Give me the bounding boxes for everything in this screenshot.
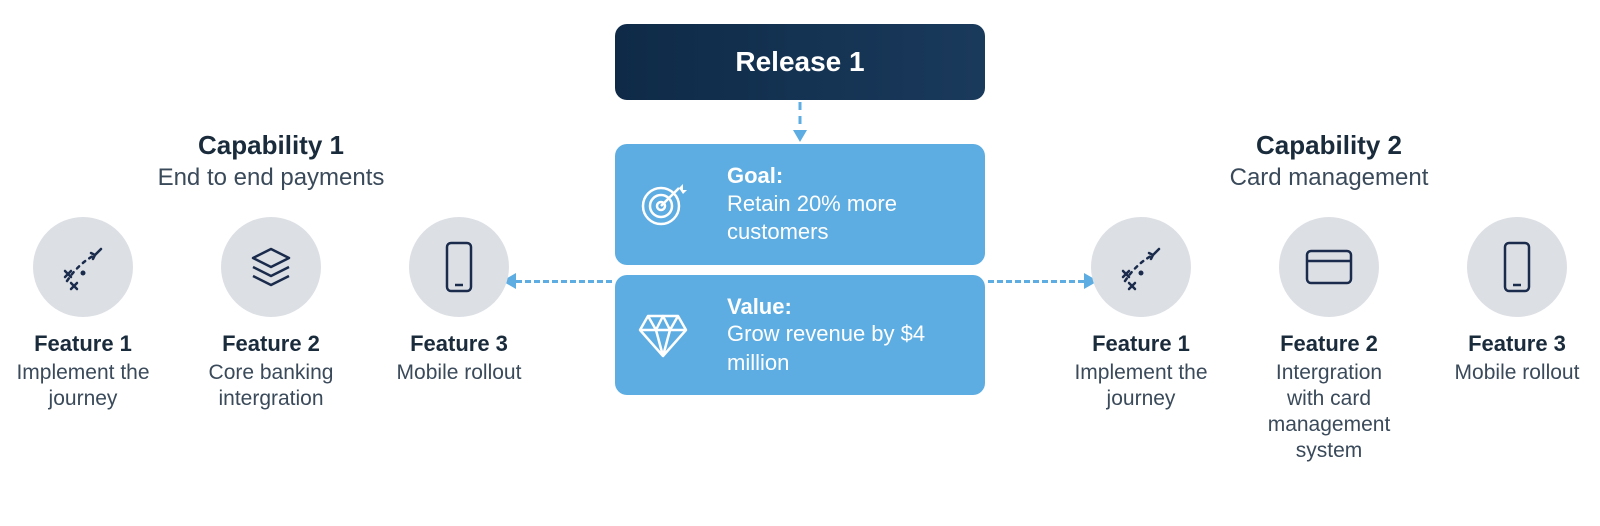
cap2-feature-2: Feature 2 Intergration with card managem…: [1259, 217, 1399, 464]
strategy-icon: [33, 217, 133, 317]
cap1-feature-1-title: Feature 1: [34, 331, 132, 357]
cap2-feature-1-desc: Implement the journey: [1071, 360, 1211, 413]
mobile-icon: [1467, 217, 1567, 317]
strategy-icon: [1091, 217, 1191, 317]
cap1-feature-3-title: Feature 3: [410, 331, 508, 357]
cap1-feature-3-desc: Mobile rollout: [397, 360, 522, 386]
release-box: Release 1: [615, 24, 985, 100]
center-column: Release 1 Goa: [615, 24, 985, 395]
cap2-feature-1: Feature 1 Implement the journey: [1071, 217, 1211, 464]
capability-2-features: Feature 1 Implement the journey Feature …: [1064, 217, 1594, 464]
cap2-feature-3-desc: Mobile rollout: [1455, 360, 1580, 386]
cap1-feature-2-title: Feature 2: [222, 331, 320, 357]
goal-card: Goal: Retain 20% more customers: [615, 144, 985, 265]
capability-1-features: Feature 1 Implement the journey Feature …: [6, 217, 536, 412]
capability-2-heading: Capability 2: [1064, 130, 1594, 161]
cap2-feature-2-desc: Intergration with card management system: [1259, 360, 1399, 465]
layers-icon: [221, 217, 321, 317]
cap2-feature-3-title: Feature 3: [1468, 331, 1566, 357]
capability-1-subtitle: End to end payments: [6, 163, 536, 193]
value-card: Value: Grow revenue by $4 million: [615, 275, 985, 396]
cap2-feature-2-title: Feature 2: [1280, 331, 1378, 357]
capability-2-group: Capability 2 Card management Feature 1 I…: [1064, 130, 1594, 465]
cap1-feature-2-desc: Core banking intergration: [201, 360, 341, 413]
target-icon: [635, 176, 691, 232]
goal-label: Goal:: [727, 162, 961, 190]
capability-1-group: Capability 1 End to end payments Feature…: [6, 130, 536, 412]
release-diagram: Release 1 Goa: [0, 0, 1600, 526]
card-icon: [1279, 217, 1379, 317]
cap1-feature-2: Feature 2 Core banking intergration: [201, 217, 341, 412]
cap2-feature-1-title: Feature 1: [1092, 331, 1190, 357]
diamond-icon: [635, 307, 691, 363]
value-text: Grow revenue by $4 million: [727, 320, 961, 377]
cap1-feature-1: Feature 1 Implement the journey: [13, 217, 153, 412]
value-card-body: Value: Grow revenue by $4 million: [727, 293, 961, 378]
cap1-feature-1-desc: Implement the journey: [13, 360, 153, 413]
value-label: Value:: [727, 293, 961, 321]
down-arrow-icon: [791, 100, 809, 144]
cap2-feature-3: Feature 3 Mobile rollout: [1447, 217, 1587, 464]
info-cards: Goal: Retain 20% more customers Valu: [615, 144, 985, 395]
capability-1-heading: Capability 1: [6, 130, 536, 161]
goal-card-body: Goal: Retain 20% more customers: [727, 162, 961, 247]
capability-2-subtitle: Card management: [1064, 163, 1594, 193]
mobile-icon: [409, 217, 509, 317]
goal-text: Retain 20% more customers: [727, 190, 961, 247]
cap1-feature-3: Feature 3 Mobile rollout: [389, 217, 529, 412]
